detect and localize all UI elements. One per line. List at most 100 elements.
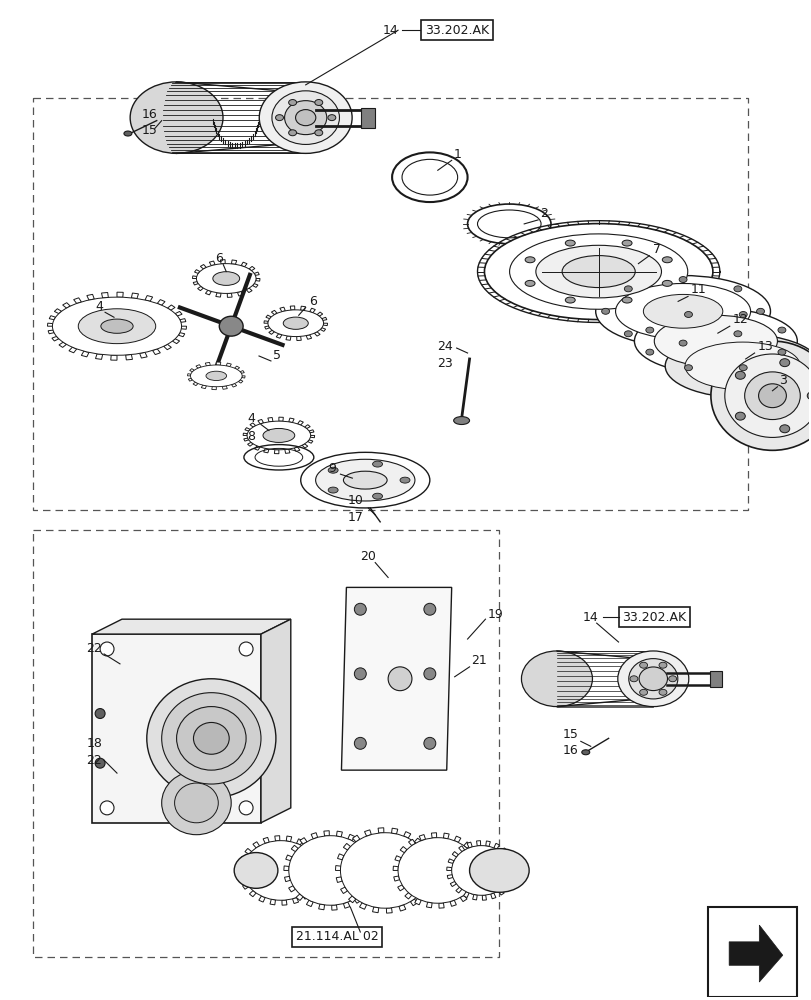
- Ellipse shape: [779, 359, 789, 367]
- Polygon shape: [190, 369, 194, 372]
- Ellipse shape: [779, 425, 789, 433]
- Ellipse shape: [621, 240, 631, 246]
- Polygon shape: [318, 904, 324, 910]
- Ellipse shape: [744, 372, 800, 420]
- Ellipse shape: [561, 256, 634, 288]
- Ellipse shape: [191, 365, 242, 387]
- Ellipse shape: [328, 487, 337, 493]
- Polygon shape: [426, 902, 431, 908]
- Ellipse shape: [284, 101, 326, 135]
- Polygon shape: [393, 866, 398, 870]
- Polygon shape: [49, 316, 55, 320]
- Polygon shape: [240, 371, 244, 373]
- Polygon shape: [368, 880, 375, 886]
- Text: 10: 10: [347, 493, 363, 506]
- Polygon shape: [449, 900, 456, 906]
- Ellipse shape: [272, 91, 339, 144]
- Polygon shape: [332, 905, 337, 910]
- Polygon shape: [472, 894, 477, 900]
- Ellipse shape: [738, 365, 746, 371]
- Polygon shape: [96, 354, 102, 359]
- Polygon shape: [314, 332, 320, 336]
- Polygon shape: [506, 854, 512, 859]
- Polygon shape: [341, 587, 451, 770]
- Polygon shape: [316, 861, 323, 865]
- Ellipse shape: [328, 467, 337, 473]
- Polygon shape: [452, 852, 458, 857]
- Polygon shape: [450, 881, 456, 887]
- Polygon shape: [304, 425, 310, 429]
- Polygon shape: [178, 333, 185, 337]
- Ellipse shape: [193, 722, 229, 754]
- Text: 22: 22: [86, 754, 102, 767]
- Ellipse shape: [196, 264, 255, 293]
- Text: 15: 15: [562, 728, 578, 741]
- Polygon shape: [302, 893, 308, 899]
- Ellipse shape: [343, 471, 387, 489]
- Ellipse shape: [130, 82, 223, 153]
- Polygon shape: [448, 859, 453, 863]
- Polygon shape: [216, 293, 221, 297]
- Polygon shape: [285, 855, 292, 861]
- Ellipse shape: [295, 110, 315, 126]
- Text: 16: 16: [142, 108, 157, 121]
- Polygon shape: [260, 619, 290, 823]
- Polygon shape: [259, 896, 265, 902]
- Polygon shape: [216, 362, 221, 365]
- Polygon shape: [482, 895, 486, 900]
- Text: 16: 16: [562, 744, 578, 757]
- Text: 33.202.AK: 33.202.AK: [622, 611, 686, 624]
- Polygon shape: [237, 291, 242, 296]
- Polygon shape: [358, 840, 364, 847]
- Polygon shape: [490, 893, 496, 899]
- Polygon shape: [52, 336, 58, 341]
- Polygon shape: [418, 835, 425, 841]
- Ellipse shape: [659, 689, 666, 695]
- Ellipse shape: [564, 240, 574, 246]
- Polygon shape: [265, 315, 271, 319]
- Text: 17: 17: [347, 511, 363, 524]
- Polygon shape: [74, 298, 81, 303]
- Polygon shape: [242, 433, 247, 435]
- Ellipse shape: [263, 428, 294, 442]
- Polygon shape: [241, 262, 247, 267]
- Ellipse shape: [595, 276, 770, 347]
- Polygon shape: [305, 844, 312, 850]
- Ellipse shape: [757, 384, 785, 408]
- Ellipse shape: [624, 286, 632, 292]
- Ellipse shape: [484, 224, 712, 320]
- Polygon shape: [62, 303, 71, 308]
- Polygon shape: [337, 854, 344, 860]
- Polygon shape: [276, 334, 281, 338]
- Polygon shape: [306, 335, 311, 339]
- Ellipse shape: [509, 234, 687, 309]
- Ellipse shape: [735, 412, 744, 420]
- Polygon shape: [347, 834, 354, 841]
- Polygon shape: [193, 282, 198, 285]
- Ellipse shape: [300, 452, 429, 508]
- Polygon shape: [263, 837, 269, 843]
- Polygon shape: [252, 284, 258, 287]
- Polygon shape: [363, 889, 369, 896]
- Polygon shape: [504, 884, 510, 889]
- Polygon shape: [398, 905, 406, 911]
- Ellipse shape: [315, 459, 414, 501]
- Polygon shape: [408, 839, 415, 846]
- Polygon shape: [227, 293, 232, 297]
- Ellipse shape: [239, 642, 253, 656]
- Polygon shape: [255, 279, 260, 281]
- Polygon shape: [318, 870, 323, 874]
- Polygon shape: [117, 292, 123, 297]
- Polygon shape: [315, 879, 321, 884]
- Text: 14: 14: [382, 24, 397, 37]
- Text: 1: 1: [453, 148, 461, 161]
- Ellipse shape: [639, 662, 647, 668]
- Polygon shape: [359, 903, 366, 909]
- Polygon shape: [311, 833, 317, 839]
- Ellipse shape: [621, 297, 631, 303]
- Ellipse shape: [78, 309, 156, 344]
- Polygon shape: [250, 423, 255, 427]
- Text: 6: 6: [308, 295, 316, 308]
- Ellipse shape: [629, 676, 637, 682]
- Polygon shape: [234, 366, 239, 369]
